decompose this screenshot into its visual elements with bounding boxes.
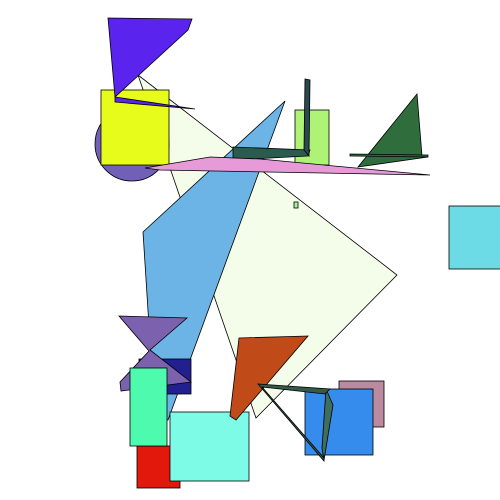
forest-green-line bbox=[349, 153, 429, 158]
aquamarine-square bbox=[169, 411, 250, 482]
dark-slate-needle bbox=[303, 78, 311, 158]
rust-triangle bbox=[229, 335, 309, 421]
dark-green-needle bbox=[257, 383, 331, 463]
blue-square bbox=[304, 388, 374, 456]
violet-triangle bbox=[107, 17, 193, 98]
tiny-green-mark bbox=[293, 201, 299, 209]
dark-teal-wedge bbox=[232, 146, 311, 161]
violet-thin-wedge bbox=[114, 96, 196, 110]
pink-sliver bbox=[144, 156, 431, 176]
cyan-square bbox=[448, 205, 500, 270]
mint-rect bbox=[129, 367, 168, 447]
